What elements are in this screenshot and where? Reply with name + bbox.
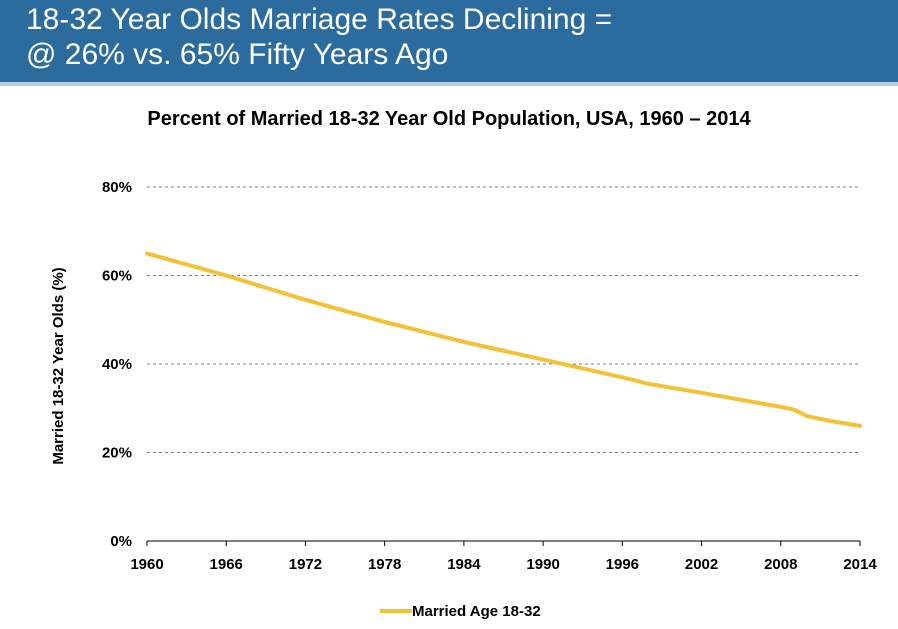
x-tick-label: 1990 <box>526 556 559 573</box>
series-line <box>145 251 862 428</box>
slide-title-line2: @ 26% vs. 65% Fifty Years Ago <box>26 38 449 71</box>
chart-title: Percent of Married 18-32 Year Old Popula… <box>147 108 751 130</box>
y-axis-label: Married 18-32 Year Olds (%) <box>50 267 67 464</box>
x-tick-label: 1978 <box>368 556 401 573</box>
slide-header: 18-32 Year Olds Marriage Rates Declining… <box>0 0 898 86</box>
y-tick-label: 20% <box>102 445 132 462</box>
y-tick-label: 40% <box>102 356 132 373</box>
legend-label: Married Age 18-32 <box>412 603 541 620</box>
x-tick-label: 2002 <box>685 556 718 573</box>
x-tick-label: 1960 <box>130 556 163 573</box>
x-tick-label: 1996 <box>606 556 639 573</box>
x-tick-label: 1984 <box>447 556 481 573</box>
y-tick-label: 60% <box>102 268 132 285</box>
slide-title-line1: 18-32 Year Olds Marriage Rates Declining… <box>26 3 613 36</box>
y-tick-label: 80% <box>102 179 132 196</box>
x-tick-label: 1966 <box>210 556 243 573</box>
x-tick-label: 1972 <box>289 556 322 573</box>
x-tick-label: 2014 <box>843 556 877 573</box>
x-tick-label: 2008 <box>764 556 797 573</box>
y-tick-label: 0% <box>110 533 132 550</box>
